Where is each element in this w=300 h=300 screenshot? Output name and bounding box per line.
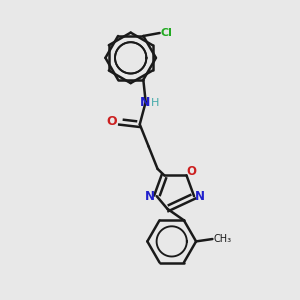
Text: Cl: Cl: [161, 28, 173, 38]
Text: CH₃: CH₃: [214, 234, 232, 244]
Text: H: H: [150, 98, 159, 108]
Text: N: N: [195, 190, 205, 203]
Text: N: N: [140, 95, 150, 109]
Text: O: O: [186, 165, 196, 178]
Text: O: O: [106, 116, 117, 128]
Text: N: N: [145, 190, 155, 203]
